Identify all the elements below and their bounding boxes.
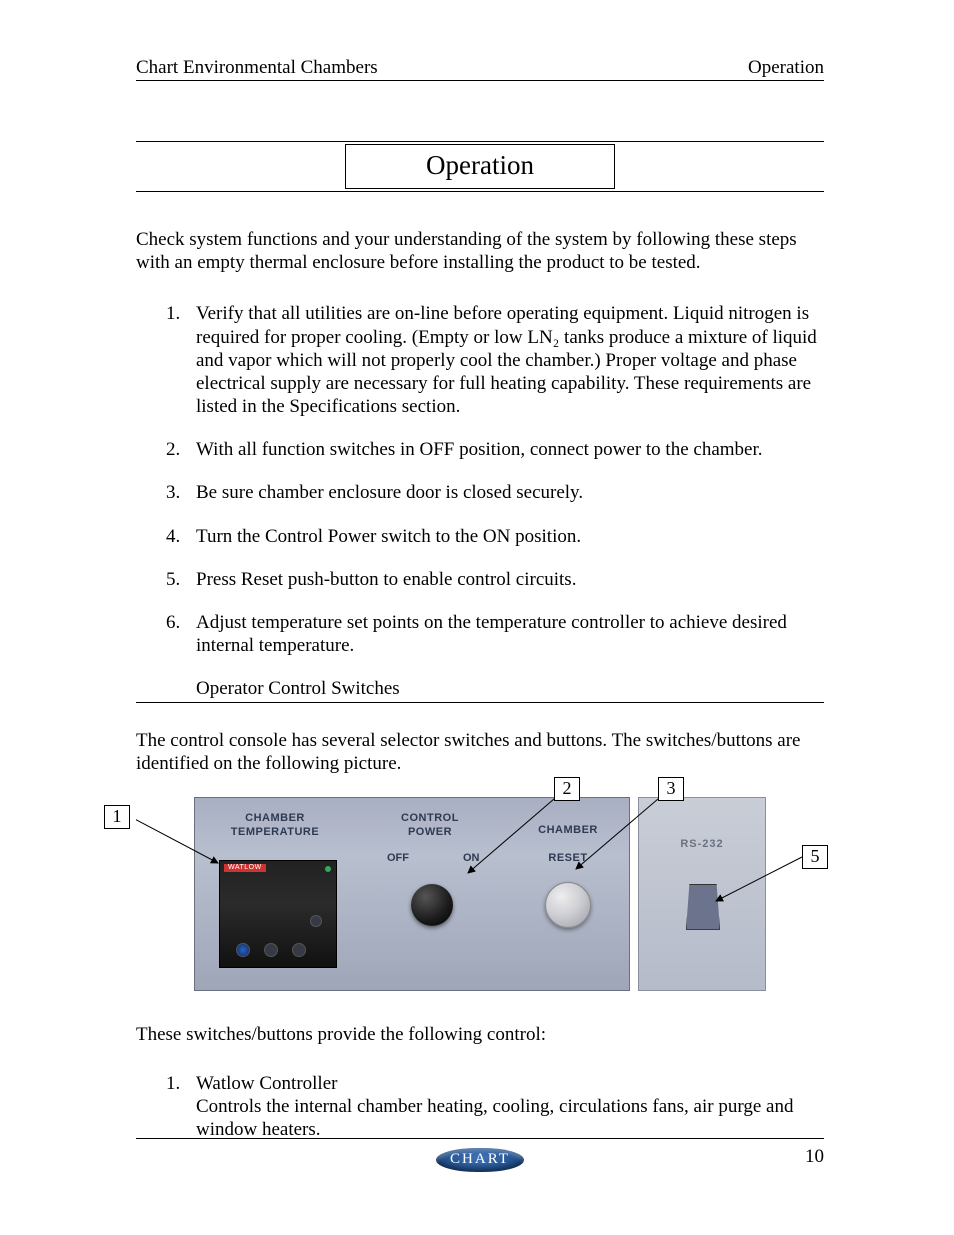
- sub-heading: Operator Control Switches: [166, 677, 400, 700]
- label-reset: RESET: [505, 852, 631, 865]
- label-chamber: CHAMBER: [195, 812, 355, 825]
- page-number: 10: [805, 1145, 824, 1168]
- step-item: 5. Press Reset push-button to enable cont…: [166, 568, 824, 591]
- page-footer: CHART 10: [136, 1138, 824, 1175]
- chamber-reset-button: [545, 882, 591, 928]
- item-title: Watlow Controller: [196, 1073, 337, 1094]
- step-item: 3. Be sure chamber enclosure door is clos…: [166, 481, 824, 504]
- section-title-rule: Operation: [136, 141, 824, 192]
- label-on: ON: [463, 852, 480, 865]
- followup-paragraph: These switches/buttons provide the follo…: [136, 1023, 824, 1046]
- label-chamber2: CHAMBER: [505, 824, 631, 837]
- watlow-button-icon: [236, 943, 250, 957]
- sub-heading-rule: Operator Control Switches: [136, 677, 824, 702]
- step-text: Adjust temperature set points on the tem…: [196, 612, 787, 656]
- callout-3: 3: [658, 777, 684, 801]
- step-number: 3.: [166, 481, 180, 504]
- watlow-controller: WATLOW: [219, 860, 337, 968]
- step-item: 2. With all function switches in OFF posi…: [166, 438, 824, 461]
- step-text: Verify that all utilities are on-line be…: [196, 303, 817, 417]
- page-header: Chart Environmental Chambers Operation: [136, 56, 824, 81]
- callout-1: 1: [104, 805, 130, 829]
- step-number: 5.: [166, 568, 180, 591]
- label-rs232: RS-232: [639, 838, 765, 851]
- watlow-button-icon: [292, 943, 306, 957]
- control-panel-figure: 1 2 3 5 CHAMBER TEMPERATURE CONTROL POWE…: [136, 777, 824, 1001]
- section-title: Operation: [345, 144, 615, 189]
- step-item: 4. Turn the Control Power switch to the O…: [166, 525, 824, 548]
- control-power-knob: [411, 884, 453, 926]
- step-text: Press Reset push-button to enable contro…: [196, 569, 576, 590]
- step-number: 1.: [166, 1072, 180, 1095]
- step-text: With all function switches in OFF positi…: [196, 439, 763, 460]
- operation-steps-list: 1. Verify that all utilities are on-line …: [136, 302, 824, 657]
- step-number: 2.: [166, 438, 180, 461]
- header-left: Chart Environmental Chambers: [136, 56, 378, 79]
- control-panel-main: CHAMBER TEMPERATURE CONTROL POWER CHAMBE…: [194, 797, 630, 991]
- rs232-port-icon: [686, 884, 720, 930]
- step-number: 1.: [166, 302, 180, 325]
- controls-description-list: 1. Watlow Controller Controls the intern…: [136, 1072, 824, 1142]
- callout-5: 5: [802, 845, 828, 869]
- intro-paragraph: Check system functions and your understa…: [136, 228, 824, 274]
- step-text: Be sure chamber enclosure door is closed…: [196, 482, 583, 503]
- label-control: CONTROL: [355, 812, 505, 825]
- step-number: 4.: [166, 525, 180, 548]
- label-off: OFF: [387, 852, 409, 865]
- label-power: POWER: [355, 826, 505, 839]
- label-temperature: TEMPERATURE: [195, 826, 355, 839]
- header-right: Operation: [748, 56, 824, 79]
- footer-rule: [136, 1138, 824, 1139]
- rs232-panel: RS-232: [638, 797, 766, 991]
- step-item: 1. Verify that all utilities are on-line …: [166, 302, 824, 418]
- item-body: Controls the internal chamber heating, c…: [196, 1096, 793, 1140]
- watlow-led-icon: [325, 866, 331, 872]
- watlow-button-icon: [264, 943, 278, 957]
- console-intro-paragraph: The control console has several selector…: [136, 729, 824, 775]
- callout-2: 2: [554, 777, 580, 801]
- watlow-brand-label: WATLOW: [224, 864, 266, 873]
- step-text: Turn the Control Power switch to the ON …: [196, 526, 581, 547]
- step-number: 6.: [166, 611, 180, 634]
- watlow-button-icon: [310, 915, 322, 927]
- step-item: 6. Adjust temperature set points on the t…: [166, 611, 824, 657]
- list-item: 1. Watlow Controller Controls the intern…: [166, 1072, 824, 1142]
- chart-logo: CHART: [436, 1148, 524, 1171]
